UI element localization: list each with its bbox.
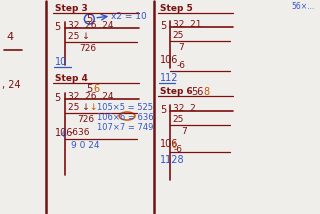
Text: 5: 5 [160, 21, 166, 31]
Text: 6: 6 [93, 84, 100, 94]
Text: 5: 5 [86, 84, 92, 94]
Text: ↓: ↓ [89, 103, 97, 112]
Text: -636: -636 [69, 128, 90, 137]
Text: 32  26  24: 32 26 24 [68, 21, 113, 30]
Text: 6: 6 [61, 130, 67, 139]
Text: 10: 10 [55, 57, 67, 67]
Text: -6: -6 [174, 145, 183, 154]
Text: 9 0 24: 9 0 24 [71, 141, 100, 150]
Text: 56: 56 [192, 87, 204, 97]
Text: 25 ↓: 25 ↓ [68, 32, 89, 41]
Text: 25 ↓: 25 ↓ [68, 103, 89, 112]
Text: 4: 4 [6, 32, 13, 42]
Text: 106: 106 [160, 55, 178, 65]
Text: Step 4: Step 4 [55, 74, 87, 83]
Text: -6: -6 [177, 61, 186, 70]
Text: 7: 7 [182, 127, 188, 136]
Text: 32  21: 32 21 [173, 20, 201, 29]
Text: 1128: 1128 [160, 155, 184, 165]
Text: , 24: , 24 [2, 80, 20, 90]
Text: Step 6: Step 6 [160, 87, 193, 96]
Text: Step 5: Step 5 [160, 4, 193, 13]
Text: 32  2: 32 2 [173, 104, 196, 113]
Text: 106: 106 [55, 128, 73, 138]
Text: Step 3: Step 3 [55, 4, 87, 13]
Text: 726: 726 [79, 44, 97, 53]
Text: 7: 7 [179, 43, 184, 52]
Text: 5: 5 [160, 105, 166, 115]
Text: 25: 25 [173, 31, 184, 40]
Text: 112: 112 [160, 73, 178, 83]
Text: 726: 726 [77, 115, 94, 124]
Text: 106×6 = 636: 106×6 = 636 [97, 113, 154, 122]
Text: 32  26  24: 32 26 24 [68, 92, 113, 101]
Text: 6: 6 [172, 141, 177, 150]
Text: x2 = 10: x2 = 10 [111, 12, 147, 21]
Text: 106: 106 [160, 139, 178, 149]
Text: 107×7 = 749: 107×7 = 749 [97, 123, 154, 132]
Text: 5: 5 [55, 22, 61, 32]
Text: 25: 25 [173, 115, 184, 124]
Text: 8: 8 [204, 87, 210, 97]
Text: 5: 5 [55, 93, 61, 103]
Text: 105×5 = 525: 105×5 = 525 [97, 103, 153, 112]
Text: 5: 5 [86, 14, 92, 24]
Text: 56×...: 56×... [291, 2, 314, 11]
